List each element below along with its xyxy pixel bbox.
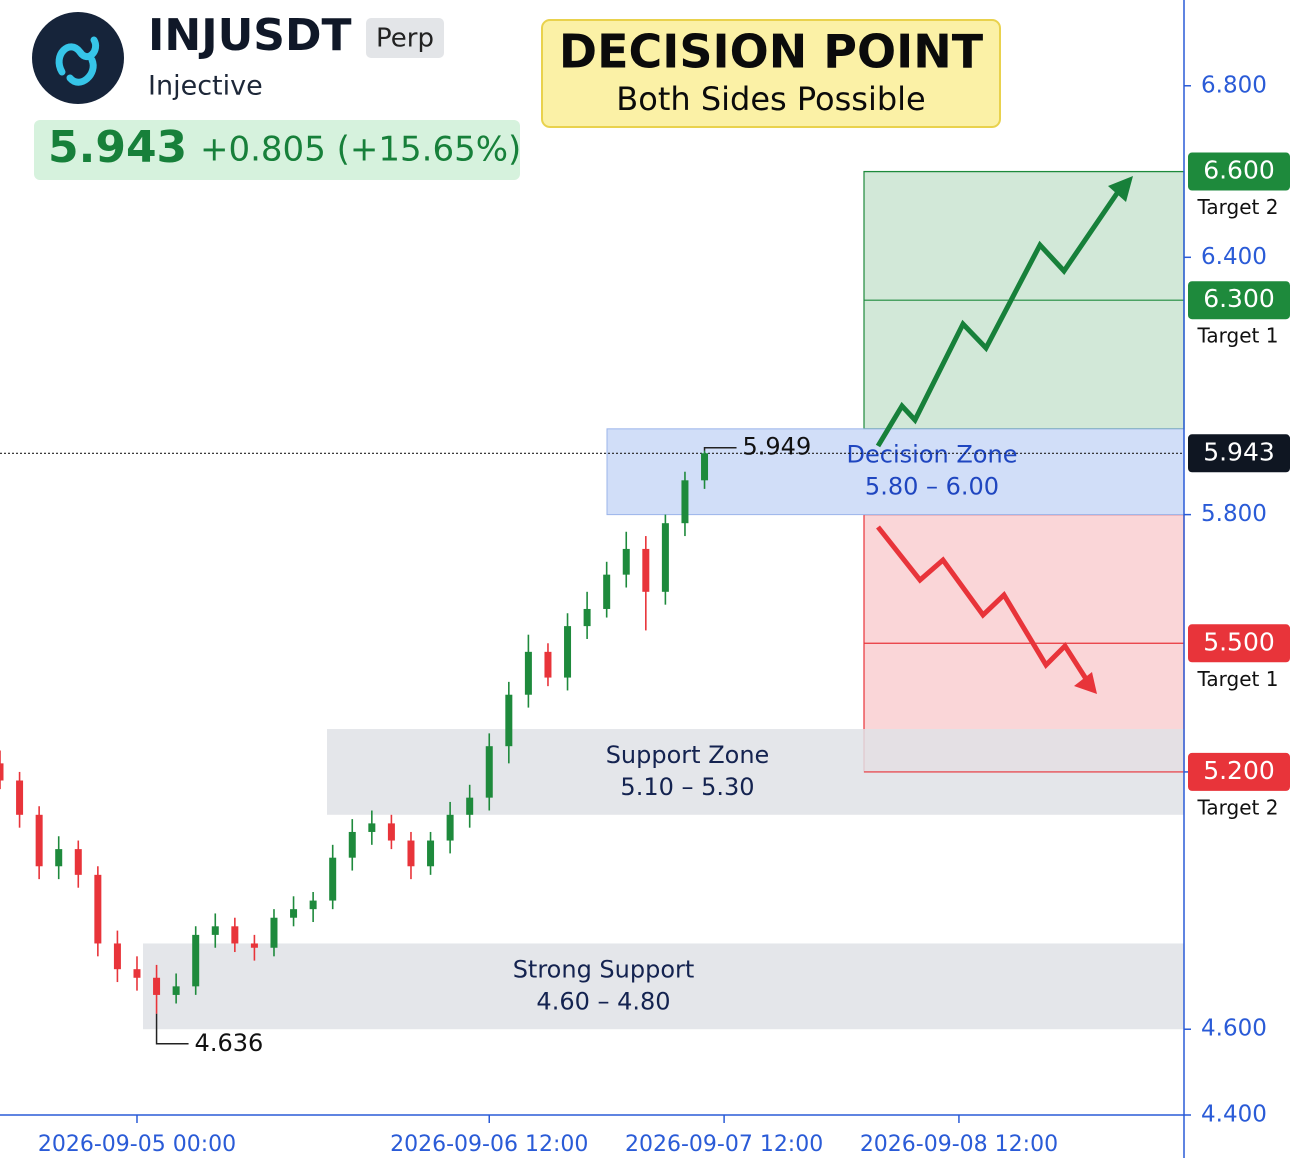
annotation-label: 4.636	[195, 1029, 264, 1057]
candle-body	[681, 480, 689, 524]
bear-arrowhead	[1074, 672, 1097, 694]
candle-body	[564, 626, 572, 678]
candle-body	[231, 926, 239, 944]
candle-body	[172, 986, 180, 995]
candle-body	[348, 831, 356, 858]
price-box	[34, 120, 520, 180]
candle-body	[544, 651, 552, 678]
zone-label: Support Zone	[606, 741, 770, 769]
y-tick-label: 5.800	[1201, 501, 1267, 527]
perp-label: Perp	[376, 24, 434, 54]
candle-body	[74, 849, 82, 875]
zone-range: 5.80 – 6.00	[865, 473, 999, 501]
coin-name: Injective	[148, 71, 263, 102]
logo	[32, 12, 124, 104]
zone-label: Decision Zone	[847, 441, 1018, 469]
candle-body	[192, 934, 200, 987]
perp-badge	[366, 18, 444, 58]
candle-body	[153, 977, 161, 995]
target-note: Target 1	[1197, 667, 1279, 691]
annotation-label: 5.949	[743, 433, 812, 461]
candle-body	[270, 917, 278, 948]
bull-arrow	[875, 184, 1125, 448]
candle-body	[113, 943, 121, 970]
bull-arrowhead	[1108, 176, 1133, 202]
x-tick-label: 2026-09-08 12:00	[860, 1132, 1058, 1157]
candle-body	[309, 900, 317, 910]
candle-body	[505, 694, 513, 747]
candle-body	[16, 780, 24, 815]
candle-body	[701, 453, 709, 481]
price-badge	[1188, 624, 1290, 663]
target-note: Target 2	[1197, 795, 1279, 819]
price-badge-label: 6.300	[1203, 284, 1275, 313]
zone	[143, 943, 1184, 1030]
price-badge-label: 5.943	[1203, 437, 1275, 466]
candle-body	[603, 574, 611, 609]
price-badge	[1188, 152, 1290, 191]
plot: Decision Zone 5.80 – 6.00 Support Zone 5.10…	[0, 0, 1290, 1158]
banner	[541, 19, 1001, 128]
y-tick-label: 4.600	[1201, 1016, 1267, 1042]
candle-body	[622, 548, 630, 575]
price-badge	[1188, 752, 1290, 791]
symbol: INJUSDT	[148, 10, 352, 61]
target-note: Target 2	[1197, 195, 1279, 219]
target-note: Target 1	[1197, 324, 1279, 348]
annotation-leader	[155, 1013, 189, 1045]
zone-range: 4.60 – 4.80	[536, 987, 670, 1015]
candle-body	[661, 523, 669, 592]
zone-label: Strong Support	[513, 955, 695, 983]
candle-body	[290, 909, 298, 918]
candle-body	[329, 857, 337, 901]
candle-body	[368, 823, 376, 832]
price-badge-label: 5.200	[1203, 756, 1275, 785]
price-badge	[1188, 281, 1290, 320]
logo-mark	[55, 36, 99, 86]
candle-body	[0, 763, 4, 781]
price-change: +0.805 (+15.65%)	[200, 130, 521, 170]
x-tick-label: 2026-09-07 12:00	[625, 1132, 823, 1157]
y-tick-label: 6.400	[1201, 244, 1267, 270]
x-tick-label: 2026-09-05 00:00	[38, 1132, 236, 1157]
candle-body	[583, 608, 591, 627]
candle-body	[485, 746, 493, 798]
zone-range: 5.10 – 5.30	[620, 773, 754, 801]
y-tick-label: 4.400	[1201, 1102, 1267, 1128]
bear-arrow	[876, 525, 1091, 684]
x-tick-label: 2026-09-06 12:00	[390, 1132, 588, 1157]
banner-subtitle: Both Sides Possible	[616, 80, 925, 118]
candle-body	[466, 797, 474, 815]
candle-body	[427, 840, 435, 867]
candle-body	[133, 969, 141, 978]
price-badge-label: 5.500	[1203, 627, 1275, 656]
candle-body	[35, 814, 43, 867]
candle-body	[407, 840, 415, 867]
price-badge-label: 6.600	[1203, 156, 1275, 185]
candle-body	[642, 548, 650, 592]
price: 5.943	[48, 122, 187, 173]
candle-body	[387, 823, 395, 841]
candle-body	[524, 651, 532, 695]
annotation-leader	[703, 446, 737, 451]
candle-body	[55, 849, 63, 867]
candle-body	[250, 943, 258, 948]
candle-body	[446, 814, 454, 841]
candle-body	[211, 926, 219, 935]
price-badge	[1188, 434, 1290, 473]
banner-title: DECISION POINT	[559, 25, 984, 79]
y-tick-label: 6.800	[1201, 72, 1267, 98]
candle-body	[94, 874, 102, 944]
